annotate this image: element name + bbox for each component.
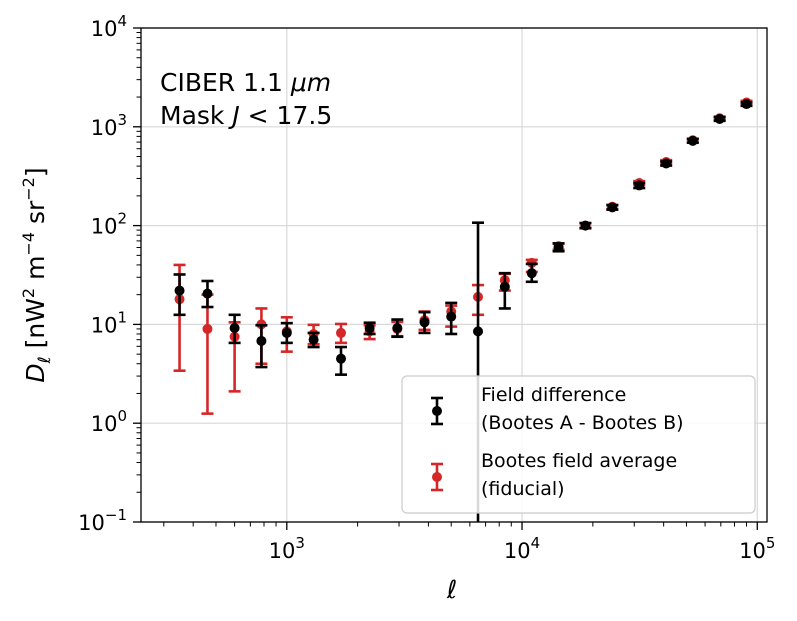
field-difference-point bbox=[228, 313, 241, 345]
field-difference-marker bbox=[364, 322, 375, 333]
field-difference-point bbox=[391, 318, 404, 339]
annotation-line1: CIBER 1.1 μm bbox=[160, 68, 331, 97]
field-difference-marker bbox=[392, 322, 403, 333]
field-difference-point bbox=[579, 220, 592, 231]
field-difference-point bbox=[498, 271, 511, 310]
field-difference-marker bbox=[687, 135, 698, 146]
field-difference-marker bbox=[256, 335, 267, 346]
ticks: 103 104 105 10−1 100 101 102 103 104 bbox=[78, 12, 775, 563]
x-tick-label: 104 bbox=[504, 534, 540, 563]
field-difference-marker bbox=[202, 288, 213, 299]
legend-label-bootes-average-1: Bootes field average bbox=[481, 450, 677, 472]
legend: Field difference (Bootes A - Bootes B) B… bbox=[401, 375, 756, 514]
plot-frame bbox=[140, 27, 768, 523]
bootes-average-marker bbox=[202, 323, 213, 334]
field-difference-point bbox=[307, 331, 320, 349]
field-difference-marker bbox=[526, 268, 537, 279]
field-difference-point bbox=[525, 262, 538, 284]
field-difference-point bbox=[713, 113, 726, 124]
field-difference-marker bbox=[741, 99, 752, 110]
x-axis-label: ℓ bbox=[446, 575, 457, 604]
field-difference-marker bbox=[174, 285, 185, 296]
field-difference-marker bbox=[580, 220, 591, 231]
field-difference-point bbox=[418, 310, 431, 335]
x-tick-label: 105 bbox=[739, 534, 775, 563]
y-tick-label: 102 bbox=[91, 210, 127, 239]
y-tick-label: 101 bbox=[91, 308, 127, 337]
field-difference-point bbox=[363, 321, 376, 336]
field-difference-point bbox=[660, 158, 673, 169]
legend-box bbox=[401, 375, 756, 514]
field-difference-point bbox=[335, 345, 348, 376]
field-difference-point bbox=[552, 242, 565, 253]
field-difference-marker bbox=[607, 202, 618, 213]
field-difference-point bbox=[606, 202, 619, 213]
field-difference-point bbox=[201, 279, 214, 309]
legend-marker-field-difference bbox=[431, 396, 443, 426]
field-difference-marker bbox=[634, 180, 645, 191]
bootes-average-marker bbox=[336, 327, 347, 338]
field-difference-marker bbox=[714, 113, 725, 124]
field-difference-point bbox=[740, 99, 753, 110]
bootes-average-point bbox=[335, 322, 348, 345]
field-difference-point bbox=[445, 301, 458, 336]
y-tick-label: 103 bbox=[91, 111, 127, 140]
field-difference-marker bbox=[308, 334, 319, 345]
annotation-line2: Mask J < 17.5 bbox=[160, 101, 332, 130]
x-tick-label: 103 bbox=[269, 534, 305, 563]
legend-label-bootes-average-2: (fiducial) bbox=[481, 478, 565, 500]
field-difference-point bbox=[255, 323, 268, 369]
y-tick-label: 10−1 bbox=[78, 506, 127, 535]
field-difference-marker bbox=[499, 281, 510, 292]
legend-label-field-difference-1: Field difference bbox=[481, 384, 626, 406]
field-difference-marker bbox=[473, 326, 484, 337]
y-tick-label: 100 bbox=[91, 407, 127, 436]
field-difference-point bbox=[686, 135, 699, 146]
field-difference-point bbox=[280, 321, 293, 345]
field-difference-marker bbox=[229, 322, 240, 333]
field-difference-marker bbox=[419, 317, 430, 328]
field-difference-marker bbox=[336, 353, 347, 364]
y-tick-label: 104 bbox=[91, 12, 127, 41]
y-axis-label: Dℓ [nW2 m−4 sr−2] bbox=[19, 167, 55, 382]
legend-label-field-difference-2: (Bootes A - Bootes B) bbox=[481, 412, 684, 434]
field-difference-marker bbox=[446, 311, 457, 322]
field-difference-marker bbox=[281, 327, 292, 338]
field-difference-point bbox=[173, 273, 186, 317]
field-difference-point bbox=[633, 180, 646, 191]
field-difference-marker bbox=[553, 242, 564, 253]
legend-marker-bootes-average bbox=[431, 462, 443, 492]
series-field-difference bbox=[173, 99, 753, 522]
field-difference-marker bbox=[661, 158, 672, 169]
